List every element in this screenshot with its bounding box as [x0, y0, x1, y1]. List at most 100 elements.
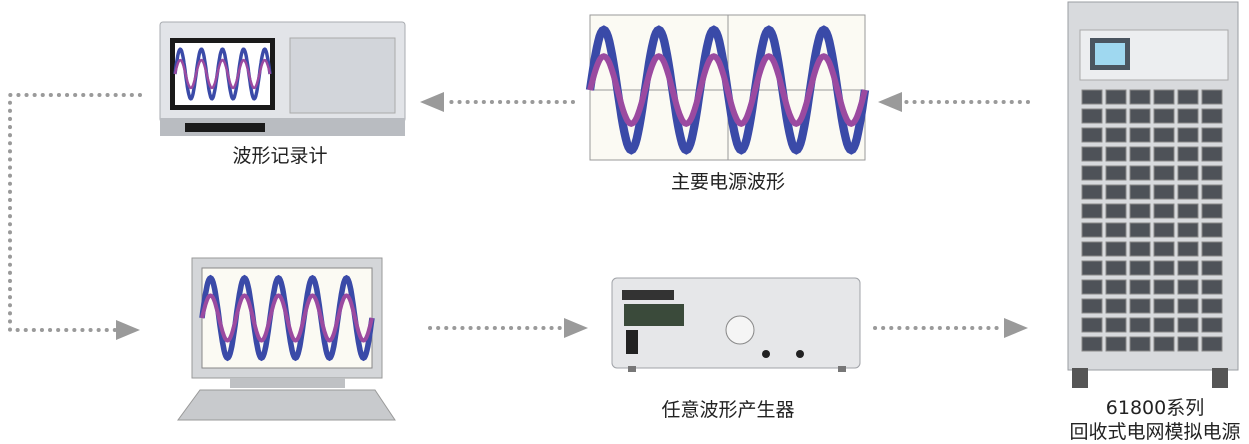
laptop-keyboard — [177, 389, 396, 421]
vent — [1177, 222, 1199, 238]
vent — [1177, 127, 1199, 143]
vent — [1153, 241, 1175, 257]
vent — [1153, 165, 1175, 181]
vent — [1129, 165, 1151, 181]
vent — [1201, 279, 1223, 295]
vent — [1177, 317, 1199, 333]
vent — [1201, 317, 1223, 333]
vent — [1153, 298, 1175, 314]
vent — [1129, 146, 1151, 162]
vent — [1177, 184, 1199, 200]
vent — [1081, 298, 1103, 314]
cabinet-lcd — [1095, 43, 1125, 65]
generator-knob — [725, 315, 755, 345]
vent — [1105, 279, 1127, 295]
vent — [1201, 203, 1223, 219]
vent — [1201, 222, 1223, 238]
cabinet-wheel — [1072, 368, 1088, 388]
vent — [1129, 260, 1151, 276]
connectors — [8, 92, 1030, 340]
node-label: 波形记录计 — [232, 145, 327, 167]
waveform-generator — [611, 277, 861, 372]
vent — [1105, 317, 1127, 333]
vent — [1153, 317, 1175, 333]
vent — [1081, 260, 1103, 276]
vent — [1153, 89, 1175, 105]
vent — [1177, 165, 1199, 181]
vent — [1081, 279, 1103, 295]
vent — [1081, 127, 1103, 143]
node-label: 61800系列 — [1106, 397, 1204, 419]
vent — [1105, 165, 1127, 181]
vent — [1081, 165, 1103, 181]
vent — [1105, 298, 1127, 314]
vent — [1129, 127, 1151, 143]
vent — [1105, 203, 1127, 219]
cabinet-wheel — [1212, 368, 1228, 388]
vent — [1153, 222, 1175, 238]
waveform — [587, 53, 868, 127]
node-label: 主要电源波形 — [671, 171, 785, 193]
vent — [1105, 127, 1127, 143]
vent — [1153, 108, 1175, 124]
vent — [1129, 336, 1151, 352]
recorder-panel — [289, 37, 396, 114]
vent — [1201, 241, 1223, 257]
waveform — [200, 293, 374, 343]
vent — [1201, 298, 1223, 314]
vent — [1081, 222, 1103, 238]
arrowhead — [420, 92, 444, 112]
grid-simulator — [1067, 1, 1239, 388]
vent — [1153, 336, 1175, 352]
laptop-hinge — [230, 378, 345, 388]
vent — [1081, 317, 1103, 333]
vent — [1177, 298, 1199, 314]
node-label: 任意波形产生器 — [661, 399, 794, 421]
vent — [1081, 203, 1103, 219]
generator-lcd — [624, 304, 684, 326]
vent — [1081, 89, 1103, 105]
vent — [1105, 336, 1127, 352]
arrowhead — [1004, 318, 1028, 338]
generator-foot — [838, 366, 846, 372]
vent — [1105, 108, 1127, 124]
generator-badge — [622, 290, 674, 300]
vent — [1177, 336, 1199, 352]
vent — [1153, 279, 1175, 295]
vent — [1105, 260, 1127, 276]
connector — [8, 93, 142, 332]
vent — [1105, 241, 1127, 257]
vent — [1081, 108, 1103, 124]
vent — [1081, 336, 1103, 352]
vent — [1177, 279, 1199, 295]
cabinet-vents — [1081, 89, 1223, 352]
vent — [1129, 203, 1151, 219]
vent — [1129, 184, 1151, 200]
recorder-screen — [175, 43, 270, 105]
vent — [1177, 146, 1199, 162]
vent — [1177, 89, 1199, 105]
vent — [1129, 89, 1151, 105]
vent — [1081, 241, 1103, 257]
node-sublabel: 回收式电网模拟电源 — [1069, 421, 1240, 443]
vent — [1129, 108, 1151, 124]
generator-port — [796, 350, 804, 358]
vent — [1177, 108, 1199, 124]
vent — [1081, 146, 1103, 162]
waveform — [173, 58, 272, 90]
vent — [1177, 260, 1199, 276]
generator-port — [762, 350, 770, 358]
waveform — [173, 47, 272, 101]
vent — [1129, 279, 1151, 295]
vent — [1105, 184, 1127, 200]
generator-foot — [628, 366, 636, 372]
vent — [1153, 260, 1175, 276]
vent — [1201, 127, 1223, 143]
vent — [1153, 203, 1175, 219]
arrowhead — [564, 318, 588, 338]
vent — [1153, 127, 1175, 143]
vent — [1129, 222, 1151, 238]
vent — [1105, 222, 1127, 238]
vent — [1105, 89, 1127, 105]
